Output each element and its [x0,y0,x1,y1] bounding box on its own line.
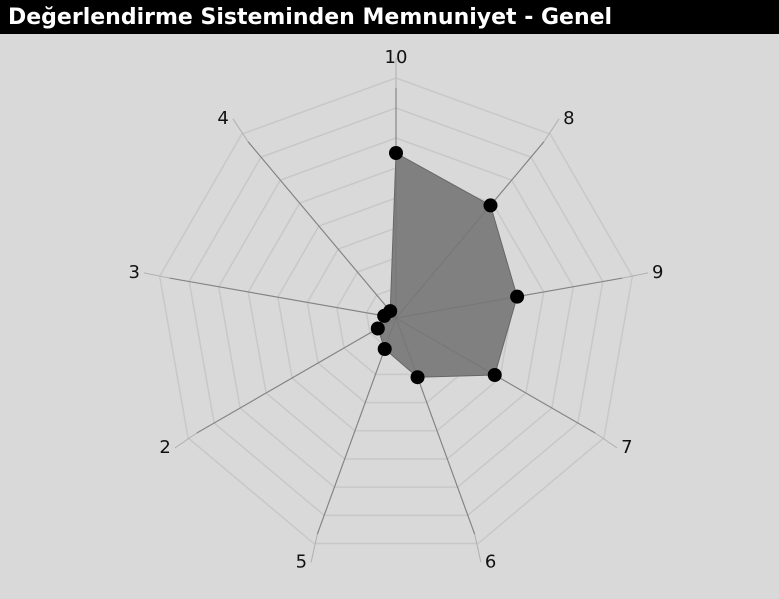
data-point [383,304,398,319]
grid-ring [158,77,634,545]
leader-line [310,534,318,563]
leader-line [143,272,170,279]
grid-ring [247,167,545,460]
leader-line [543,118,560,143]
data-point [510,289,525,304]
axis-overlay [169,277,397,319]
chart-title: Değerlendirme Sisteminden Memnuniyet - G… [8,5,612,30]
leader-line [232,118,249,143]
leader-line [174,432,198,449]
axis-label: 8 [563,108,574,129]
axis-label: 7 [621,437,632,458]
data-point [410,370,425,385]
axis-label: 6 [485,551,496,572]
leader-line [474,534,482,563]
axis-overlay [247,141,397,319]
data-point [377,342,392,357]
grid-ring [188,107,604,517]
axis-label: 9 [652,262,663,283]
axis-overlay [395,317,476,535]
grid-ring [217,137,575,488]
axis-label: 4 [217,108,228,129]
axis-overlay [196,317,397,434]
axis-overlay [395,141,545,319]
axis-label: 5 [296,551,307,572]
data-point [389,146,403,160]
data-point [483,198,498,213]
data-point [370,321,385,336]
axis-label: 3 [128,262,139,283]
leader-line [594,432,618,449]
axis-label: 10 [385,47,408,68]
axis-overlay [395,277,623,319]
axis-label: 2 [159,437,170,458]
data-point [487,368,502,382]
title-bar [0,0,779,34]
leader-line [622,272,649,279]
